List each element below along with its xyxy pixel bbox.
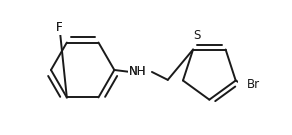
Text: NH: NH [129,65,147,78]
Text: Br: Br [247,78,260,91]
Text: NH: NH [129,65,147,78]
Bar [189,26,204,44]
Text: S: S [193,29,200,42]
Bar [53,19,65,35]
Bar [128,64,148,80]
Text: F: F [55,21,62,34]
Text: F: F [55,21,62,34]
Bar [238,77,266,93]
